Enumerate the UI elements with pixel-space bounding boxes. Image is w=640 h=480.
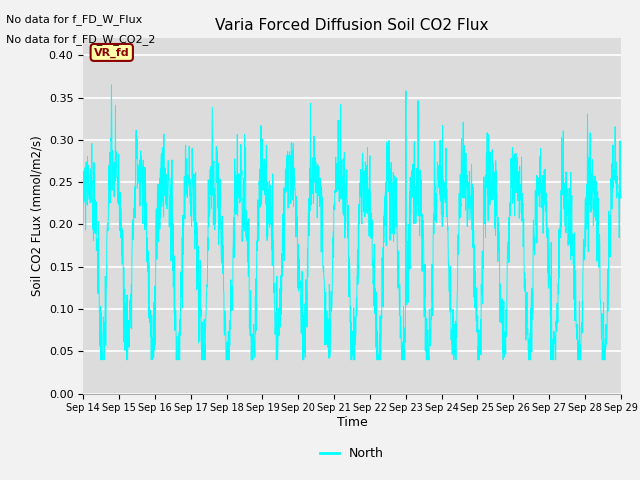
Text: No data for f_FD_W_CO2_2: No data for f_FD_W_CO2_2 [6, 34, 156, 45]
Title: Varia Forced Diffusion Soil CO2 Flux: Varia Forced Diffusion Soil CO2 Flux [215, 18, 489, 33]
Text: No data for f_FD_W_Flux: No data for f_FD_W_Flux [6, 14, 143, 25]
X-axis label: Time: Time [337, 416, 367, 429]
Y-axis label: Soil CO2 FLux (mmol/m2/s): Soil CO2 FLux (mmol/m2/s) [30, 136, 43, 296]
Text: VR_fd: VR_fd [94, 48, 129, 58]
Legend: North: North [315, 443, 389, 466]
